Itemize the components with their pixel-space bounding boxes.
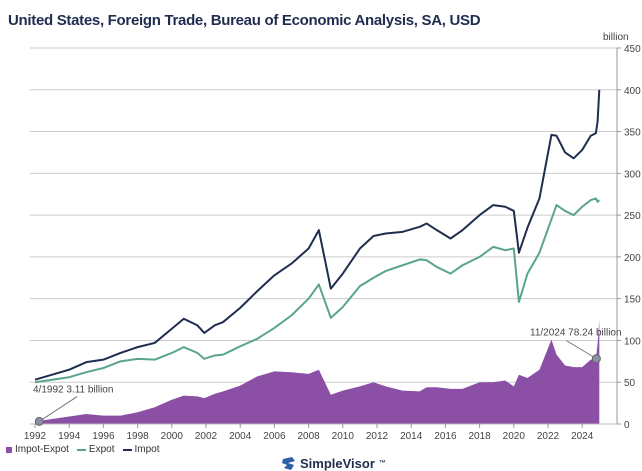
export-swatch	[76, 448, 86, 451]
y-tick-label: 0	[624, 420, 630, 431]
import-line	[34, 89, 601, 381]
x-tick-label: 2018	[468, 431, 491, 442]
x-tick-label: 2022	[537, 431, 560, 442]
y-tick-label: 450	[624, 44, 641, 55]
x-tick-label: 1996	[92, 431, 115, 442]
x-tick-label: 2000	[161, 431, 184, 442]
import-swatch	[122, 448, 132, 451]
y-tick-label: 150	[624, 295, 641, 306]
x-tick-label: 2020	[503, 431, 526, 442]
x-tick-label: 1992	[24, 431, 47, 442]
x-tick-label: 2014	[400, 431, 423, 442]
deficit-swatch	[6, 446, 12, 453]
logo-tm: ™	[378, 460, 386, 467]
legend-label: Impot-Expot	[15, 444, 69, 455]
y-tick-label: 200	[624, 253, 641, 264]
x-tick-label: 2016	[434, 431, 457, 442]
y-axis-unit: billion	[603, 32, 629, 43]
y-tick-label: 100	[624, 336, 641, 347]
y-tick-label: 400	[624, 86, 641, 97]
logo-text: SimpleVisor	[300, 456, 375, 471]
y-tick-label: 250	[624, 211, 641, 222]
legend-label: Impot	[134, 444, 160, 455]
annotation-label: 4/1992 3.11 billion	[33, 384, 113, 395]
annotation-leader	[566, 340, 597, 360]
legend-item-export[interactable]: Expot	[76, 444, 115, 455]
deficit-area	[35, 319, 600, 424]
legend-item-deficit[interactable]: Impot-Expot	[6, 444, 69, 455]
logo-icon	[282, 457, 295, 470]
chart-title: United States, Foreign Trade, Bureau of …	[8, 12, 481, 29]
annotation-leader	[39, 395, 78, 422]
y-tick-label: 300	[624, 169, 641, 180]
x-tick-label: 2008	[297, 431, 320, 442]
x-tick-label: 2024	[571, 431, 594, 442]
x-tick-label: 1994	[58, 431, 81, 442]
export-line	[34, 197, 600, 384]
legend-label: Expot	[88, 444, 115, 455]
annotation-marker	[591, 354, 601, 364]
x-tick-label: 1998	[126, 431, 149, 442]
legend-item-import[interactable]: Impot	[122, 444, 160, 455]
annotation-marker	[34, 416, 44, 426]
legend: Impot-Expot Expot Impot	[6, 444, 160, 455]
y-tick-label: 350	[624, 128, 641, 139]
x-tick-label: 2002	[195, 431, 218, 442]
x-tick-label: 2004	[229, 431, 252, 442]
annotation-label: 11/2024 78.24 billion	[530, 328, 622, 339]
y-tick-label: 50	[624, 378, 636, 389]
x-tick-label: 2012	[366, 431, 389, 442]
x-tick-label: 2010	[332, 431, 355, 442]
simplevisor-logo: SimpleVisor ™	[282, 456, 386, 471]
x-tick-label: 2006	[263, 431, 286, 442]
